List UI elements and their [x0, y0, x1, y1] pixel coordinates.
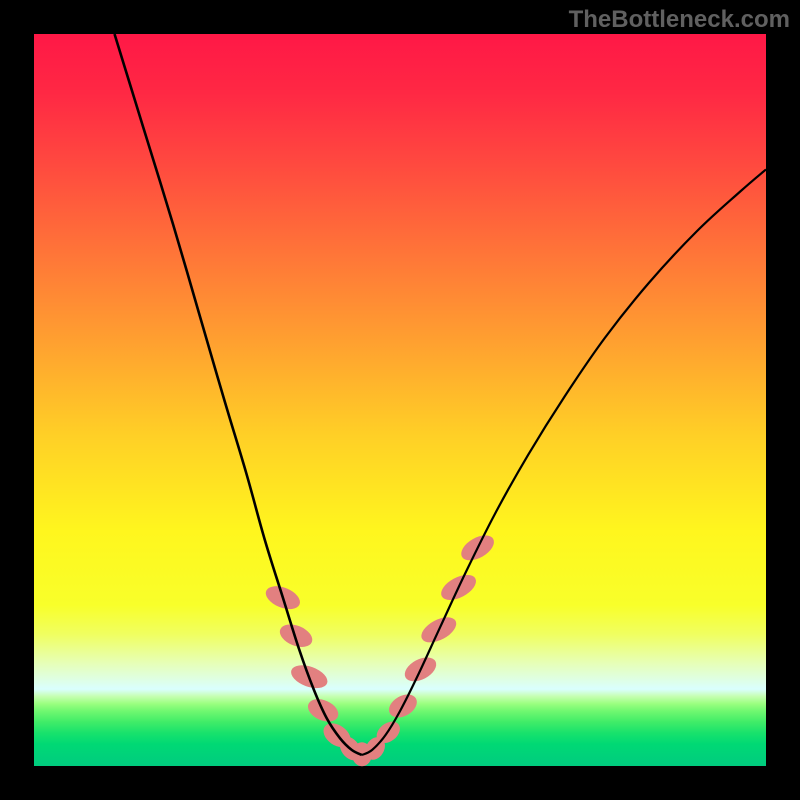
right-curve: [362, 169, 766, 755]
chart-container: TheBottleneck.com: [0, 0, 800, 800]
chart-svg: [0, 0, 800, 800]
left-curve: [115, 34, 362, 755]
watermark-text: TheBottleneck.com: [569, 6, 790, 34]
